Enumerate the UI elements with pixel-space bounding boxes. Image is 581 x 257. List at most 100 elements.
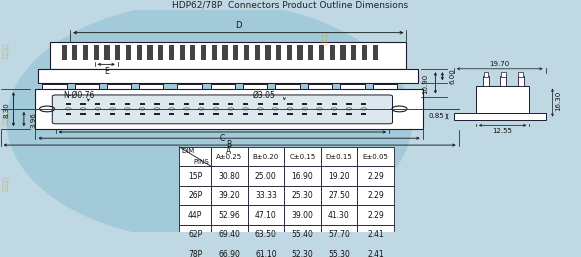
Bar: [284, 166, 321, 186]
Text: 26P: 26P: [188, 191, 202, 200]
Bar: [351, 45, 356, 60]
Text: D±0.15: D±0.15: [325, 154, 352, 160]
Text: 61.10: 61.10: [255, 250, 277, 257]
Bar: [211, 205, 248, 225]
Bar: [177, 84, 202, 97]
Bar: [361, 103, 367, 105]
Bar: [321, 205, 357, 225]
Bar: [66, 103, 71, 105]
Bar: [158, 45, 163, 60]
Bar: [248, 205, 284, 225]
Bar: [483, 72, 488, 77]
Text: 2.41: 2.41: [367, 230, 384, 239]
Text: 66.90: 66.90: [218, 250, 241, 257]
Bar: [211, 45, 217, 60]
Bar: [332, 103, 337, 105]
Ellipse shape: [6, 2, 412, 241]
Bar: [340, 84, 365, 97]
Bar: [319, 45, 324, 60]
Bar: [213, 113, 218, 115]
Bar: [139, 103, 145, 105]
Bar: [80, 113, 85, 115]
Bar: [50, 42, 407, 69]
Bar: [483, 76, 489, 86]
Bar: [95, 103, 101, 105]
Text: 10.90: 10.90: [422, 74, 428, 94]
Bar: [80, 103, 85, 105]
Bar: [83, 45, 88, 60]
Bar: [329, 45, 335, 60]
Bar: [233, 45, 238, 60]
Text: B: B: [227, 140, 232, 149]
Bar: [179, 166, 211, 186]
Text: 69.40: 69.40: [218, 230, 241, 239]
Text: N-Ø0.76: N-Ø0.76: [63, 91, 95, 100]
Bar: [284, 147, 321, 166]
Bar: [321, 147, 357, 166]
Bar: [361, 113, 367, 115]
Bar: [454, 113, 546, 120]
Text: B±0.20: B±0.20: [253, 154, 279, 160]
Bar: [357, 166, 394, 186]
Bar: [284, 225, 321, 244]
Bar: [139, 113, 145, 115]
Bar: [357, 186, 394, 205]
Bar: [321, 186, 357, 205]
Text: 39.00: 39.00: [292, 211, 313, 220]
Bar: [169, 45, 174, 60]
Bar: [308, 84, 332, 97]
Text: 33.33: 33.33: [255, 191, 277, 200]
Text: 62P: 62P: [188, 230, 202, 239]
Bar: [213, 103, 218, 105]
Bar: [107, 84, 131, 97]
Bar: [266, 45, 271, 60]
Bar: [254, 45, 260, 60]
Bar: [248, 166, 284, 186]
Bar: [110, 113, 115, 115]
Bar: [302, 103, 307, 105]
Text: 47.10: 47.10: [255, 211, 277, 220]
Bar: [228, 113, 234, 115]
Bar: [94, 45, 99, 60]
Bar: [243, 113, 248, 115]
Bar: [139, 84, 163, 97]
Bar: [284, 186, 321, 205]
Text: 2.29: 2.29: [367, 191, 384, 200]
Bar: [518, 76, 523, 86]
Bar: [288, 113, 292, 115]
Bar: [248, 147, 284, 166]
Text: Ø3.05: Ø3.05: [253, 91, 276, 100]
Text: 41.30: 41.30: [328, 211, 350, 220]
Text: D: D: [235, 21, 242, 30]
Text: 25.30: 25.30: [292, 191, 313, 200]
Bar: [297, 45, 303, 60]
Text: 12.55: 12.55: [493, 127, 512, 134]
Text: 6.00: 6.00: [449, 69, 456, 85]
Bar: [169, 103, 174, 105]
Bar: [35, 89, 422, 129]
Bar: [272, 113, 278, 115]
Text: 威纶电子: 威纶电子: [3, 43, 9, 58]
Text: DIM: DIM: [181, 148, 195, 154]
Bar: [243, 103, 248, 105]
Text: 78P: 78P: [188, 250, 202, 257]
Bar: [126, 45, 131, 60]
Bar: [248, 225, 284, 244]
Bar: [287, 45, 292, 60]
Bar: [169, 113, 174, 115]
Text: 55.40: 55.40: [292, 230, 313, 239]
Bar: [179, 225, 211, 244]
Text: E: E: [104, 67, 109, 76]
Bar: [276, 45, 281, 60]
Bar: [75, 84, 99, 97]
Text: 威纶电子: 威纶电子: [322, 30, 328, 45]
Bar: [148, 45, 153, 60]
Bar: [332, 113, 337, 115]
Bar: [258, 103, 263, 105]
Text: 威纶电子: 威纶电子: [322, 96, 328, 111]
Bar: [179, 205, 211, 225]
Bar: [372, 45, 378, 60]
Bar: [275, 84, 300, 97]
Bar: [223, 45, 228, 60]
Bar: [179, 186, 211, 205]
